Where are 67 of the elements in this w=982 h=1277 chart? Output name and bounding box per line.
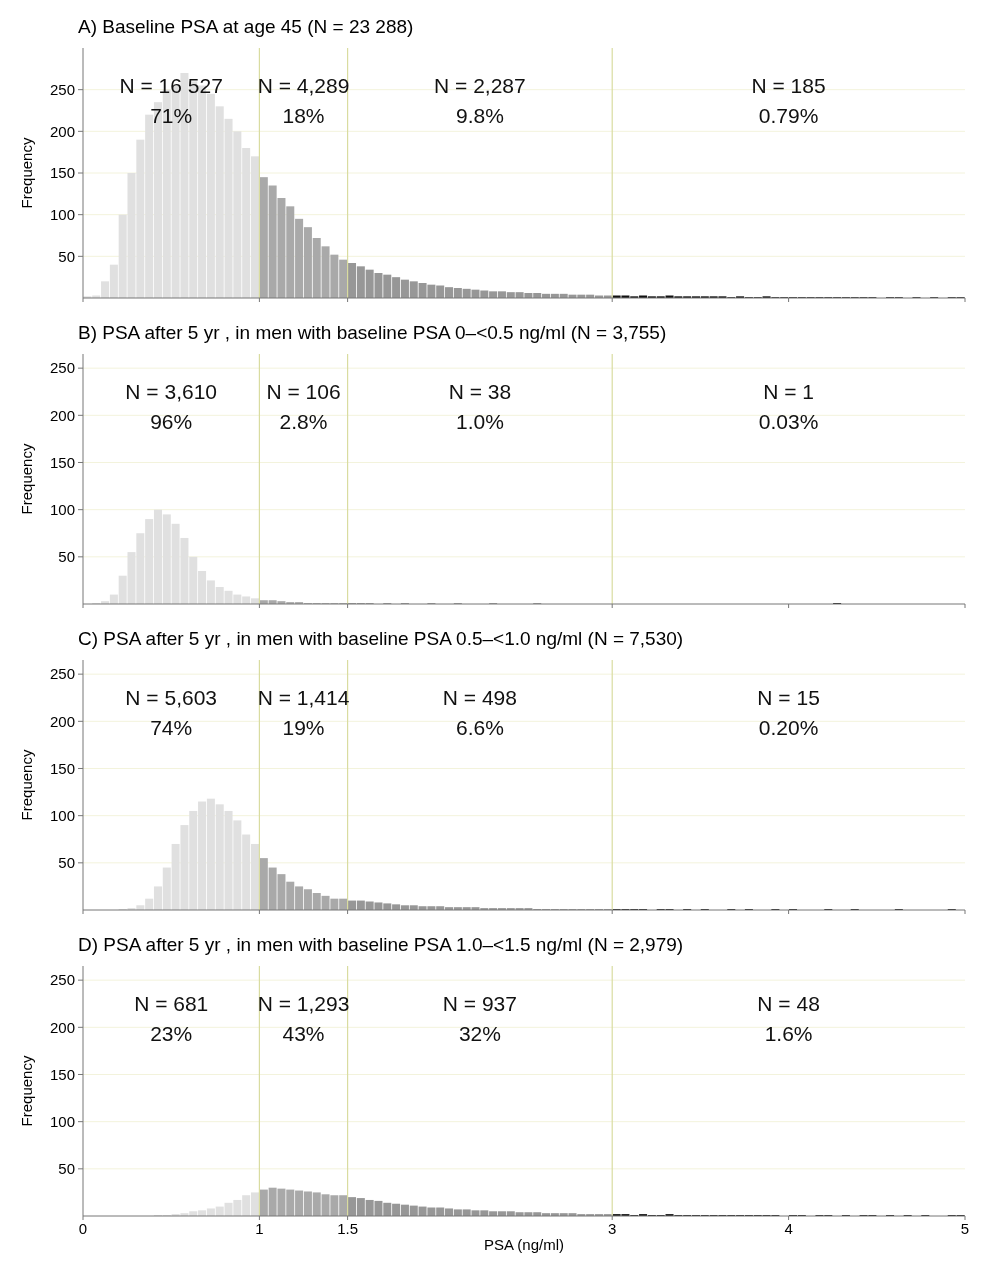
chart-title: A) Baseline PSA at age 45 (N = 23 288) [78,16,414,37]
annotation: N = 16 527 [119,74,223,97]
y-tick-label: 50 [58,854,75,872]
y-tick-label: 200 [49,406,75,424]
y-axis-title: Frequency [18,443,35,515]
annotation: N = 1,293 [257,992,350,1015]
x-tick-label: 1.5 [337,1220,359,1237]
annotation: 1.0% [455,410,504,433]
annotation: N = 4,289 [257,74,350,97]
y-tick-label: 50 [58,548,75,566]
annotation: 74% [150,716,193,739]
annotation: 6.6% [455,716,504,739]
annotation: N = 106 [266,380,341,403]
y-tick-label: 200 [49,122,75,140]
annotation: N = 5,603 [125,686,218,709]
annotation: N = 38 [448,380,512,403]
y-tick-label: 150 [49,164,75,182]
annotation: 32% [458,1022,501,1045]
y-tick-label: 50 [58,1160,75,1178]
annotation: 0.20% [758,716,819,739]
annotation: N = 15 [757,686,820,709]
y-tick-label: 150 [49,453,75,471]
y-tick-label: 200 [49,1018,75,1036]
annotation: N = 185 [751,74,826,97]
y-tick-label: 200 [49,712,75,730]
y-tick-label: 250 [49,359,75,377]
annotation: N = 1,414 [257,686,350,709]
annotation: N = 681 [134,992,209,1015]
annotation: N = 498 [442,686,517,709]
annotation: N = 48 [757,992,820,1015]
chart-title: C) PSA after 5 yr , in men with baseline PSA 0.5–<1.0 ng/ml (N = 7,530) [78,628,684,649]
chart-title: D) PSA after 5 yr , in men with baseline PSA 1.0–<1.5 ng/ml (N = 2,979) [78,934,684,955]
annotation: 23% [150,1022,193,1045]
x-tick-label: 5 [960,1220,970,1237]
y-tick-label: 100 [49,205,75,223]
annotation: 9.8% [455,104,504,127]
x-tick-label: 0 [78,1220,88,1237]
annotation: 71% [150,104,193,127]
y-tick-label: 150 [49,1065,75,1083]
x-tick-label: 1 [255,1220,264,1237]
annotation: 96% [150,410,193,433]
y-tick-label: 250 [49,665,75,683]
annotation: 2.8% [279,410,328,433]
annotation: 19% [282,716,325,739]
y-tick-label: 50 [58,247,75,265]
annotation: N = 3,610 [125,380,218,403]
chart-title: B) PSA after 5 yr , in men with baseline PSA 0–<0.5 ng/ml (N = 3,755) [78,322,667,343]
annotation: 43% [282,1022,325,1045]
y-tick-label: 150 [49,759,75,777]
x-tick-label: 3 [608,1220,617,1237]
annotation: 0.03% [758,410,819,433]
annotation: 1.6% [764,1022,813,1045]
y-axis-title: Frequency [18,137,35,209]
y-tick-label: 100 [49,500,75,518]
y-axis-title: Frequency [18,749,35,821]
annotation: N = 937 [442,992,517,1015]
y-tick-label: 100 [49,806,75,824]
x-tick-label: 4 [784,1220,793,1237]
y-axis-title: Frequency [18,1055,35,1127]
x-axis-title: PSA (ng/ml) [483,1236,565,1253]
y-tick-label: 250 [49,971,75,989]
annotation: 18% [282,104,325,127]
y-tick-label: 100 [49,1112,75,1130]
annotation: 0.79% [758,104,819,127]
annotation: N = 2,287 [434,74,526,97]
annotation: N = 1 [763,380,814,403]
y-tick-label: 250 [49,80,75,98]
